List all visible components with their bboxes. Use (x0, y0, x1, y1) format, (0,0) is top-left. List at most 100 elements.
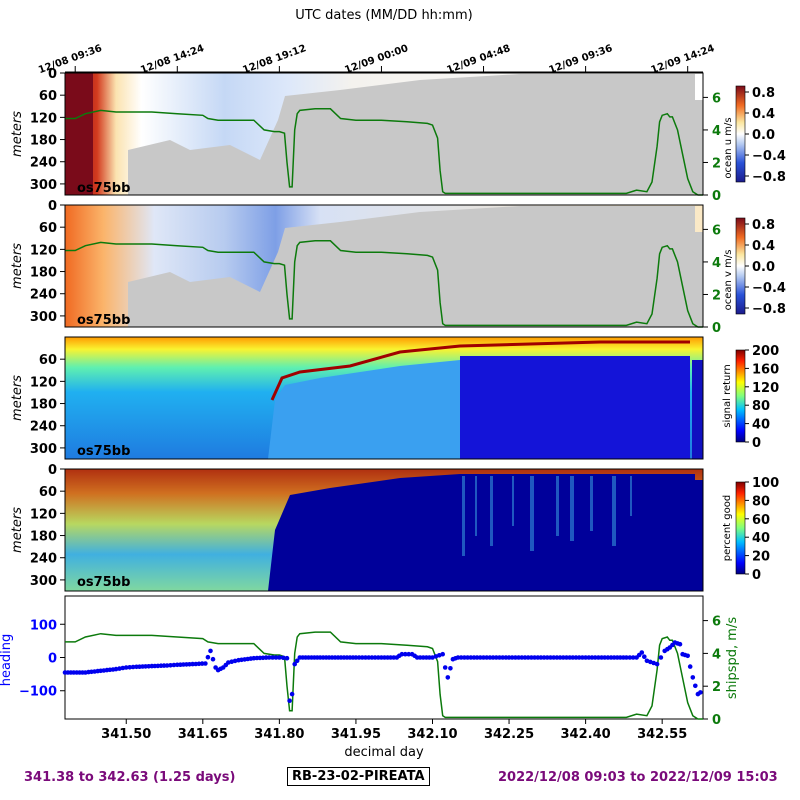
heading-point (685, 653, 690, 659)
heading-point (557, 655, 563, 660)
utc-tick-label: 12/08 14:24 (139, 43, 206, 76)
heading-tick-label: 100 (30, 618, 57, 633)
heading-axis-label: heading (0, 634, 14, 687)
heading-point (208, 648, 213, 654)
footer-date-range: 2022/12/08 09:03 to 2022/12/09 15:03 (498, 770, 778, 785)
colorbar-label-v: ocean v m/s (723, 250, 734, 311)
heading-point (548, 655, 553, 660)
heading-point (164, 663, 170, 668)
footer-day-range: 341.38 to 342.63 (1.25 days) (24, 770, 236, 785)
heading-point (484, 655, 490, 660)
speed-tick-label: 2 (712, 288, 721, 303)
heading-point (605, 655, 611, 660)
shipspd-tick-label: 4 (712, 647, 721, 662)
utc-tick-label: 12/09 09:36 (547, 43, 614, 76)
colorbar-tick-label: −0.4 (752, 149, 786, 164)
colorbar-tick-label: 60 (752, 513, 770, 528)
ylabel-pg: meters (10, 507, 25, 553)
speed-tick-label: 0 (712, 189, 721, 204)
heading-point (538, 655, 544, 660)
heading-point (474, 655, 480, 660)
shipspd-tick-label: 2 (712, 680, 721, 695)
colorbar-tick-label: 100 (752, 476, 779, 491)
depth-tick-label: 60 (39, 221, 57, 236)
depth-tick-label: 0 (48, 199, 57, 214)
heading-point (458, 655, 464, 660)
colorbar-tick-label: 0.0 (752, 128, 775, 143)
heading-point (506, 655, 512, 660)
x-tick-label: 342.55 (637, 727, 687, 742)
colorbar-tick-label: 160 (752, 362, 779, 377)
heading-point (273, 655, 279, 660)
heading-point (210, 656, 216, 662)
utc-tick-label: 12/09 14:24 (650, 43, 717, 76)
panel-signal-return (64, 336, 704, 460)
depth-tick-label: 0 (48, 463, 57, 478)
heading-point (356, 655, 362, 660)
depth-tick-label: 60 (39, 353, 57, 368)
heading-point (596, 655, 601, 660)
heading-point (573, 655, 579, 660)
low-good-region (268, 474, 703, 591)
heading-point (403, 651, 408, 657)
heading-point (372, 655, 378, 660)
heading-point (586, 655, 592, 660)
colorbar-label-signal: signal return (722, 364, 733, 427)
heading-point (205, 654, 211, 660)
depth-tick-label: 240 (30, 552, 57, 567)
heading-point (490, 655, 496, 660)
heading-point (123, 665, 129, 670)
shipspd-overlay-v (65, 240, 703, 328)
bottom-echo-line (270, 340, 690, 401)
heading-point (487, 655, 493, 660)
no-data-region (128, 74, 703, 195)
heading-tick-label: 0 (48, 652, 57, 667)
heading-point (360, 655, 365, 660)
heading-point (113, 666, 119, 672)
depth-tick-label: 180 (30, 398, 57, 413)
depth-tick-label: 60 (39, 89, 57, 104)
heading-point (522, 655, 528, 660)
heading-point (627, 655, 633, 660)
footer-cruise-id: RB-23-02-PIREATA (287, 767, 430, 786)
heading-point (127, 665, 132, 670)
heading-point (171, 662, 177, 668)
speed-tick-label: 2 (712, 156, 721, 171)
shipspd-overlay-u (65, 108, 703, 196)
heading-point (445, 675, 451, 680)
depth-tick-label: 300 (30, 310, 57, 325)
heading-point (642, 654, 647, 659)
shipspd-axis-label: shipspd, m/s (725, 617, 740, 699)
heading-point (500, 655, 506, 660)
heading-point (693, 683, 698, 689)
heading-point (589, 655, 595, 660)
x-tick-label: 341.95 (331, 727, 381, 742)
low-signal-region (460, 356, 690, 459)
depth-tick-label: 240 (30, 288, 57, 303)
panel-heading-shipspd (62, 595, 704, 720)
good-stripes (462, 476, 632, 556)
heading-point (440, 651, 446, 657)
depth-tick-label: 120 (30, 375, 57, 390)
heading-point (561, 655, 566, 660)
colorbar-tick-label: 40 (752, 418, 770, 433)
heading-point (592, 655, 598, 660)
low-signal-region (692, 360, 703, 459)
utc-tick-label: 12/09 00:00 (343, 43, 410, 76)
utc-tick-label: 12/08 19:12 (241, 43, 308, 76)
heading-point (270, 655, 275, 660)
colorbar-tick-label: −0.8 (752, 302, 786, 317)
heading-tick-label: −100 (19, 685, 57, 700)
dark-red-band (65, 73, 93, 195)
heading-point (564, 655, 569, 660)
utc-axis-title: UTC dates (MM/DD hh:mm) (295, 8, 472, 23)
heading-point (580, 655, 585, 660)
colorbar-v: ocean v m/s (723, 217, 746, 315)
heading-point (545, 655, 550, 660)
depth-tick-label: 300 (30, 178, 57, 193)
colorbar-label-u: ocean u m/s (723, 117, 734, 178)
heading-point (516, 655, 521, 660)
heading-point (468, 655, 474, 660)
heading-point (190, 661, 195, 667)
colorbar-tick-label: 20 (752, 550, 770, 565)
